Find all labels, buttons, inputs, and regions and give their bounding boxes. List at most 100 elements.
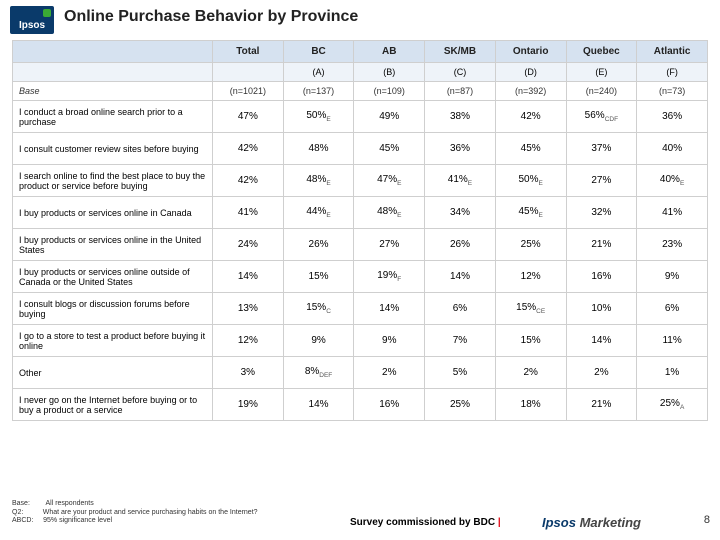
col-ontario: Ontario (495, 41, 566, 63)
data-cell: 27% (354, 229, 425, 261)
data-cell: 2% (495, 357, 566, 389)
logo-accent (43, 9, 51, 17)
table-row: I conduct a broad online search prior to… (13, 101, 708, 133)
letter-row: (A) (B) (C) (D) (E) (F) (13, 63, 708, 82)
data-cell: 2% (354, 357, 425, 389)
data-cell: 34% (425, 197, 496, 229)
data-cell: 41% (637, 197, 708, 229)
data-cell: 13% (213, 293, 284, 325)
data-cell: 32% (566, 197, 637, 229)
data-cell: 42% (495, 101, 566, 133)
data-cell: 16% (566, 261, 637, 293)
data-cell: 15%C (283, 293, 354, 325)
page-number: 8 (704, 514, 710, 526)
header-row: Total BC AB SK/MB Ontario Quebec Atlanti… (13, 41, 708, 63)
data-cell: 9% (283, 325, 354, 357)
row-label: I never go on the Internet before buying… (13, 389, 213, 421)
footnotes: Base: All respondents Q2: What are your … (12, 500, 258, 526)
data-cell: 48% (283, 133, 354, 165)
base-label: Base (13, 82, 213, 101)
page-title: Online Purchase Behavior by Province (64, 8, 358, 26)
row-label: I consult blogs or discussion forums bef… (13, 293, 213, 325)
data-cell: 6% (425, 293, 496, 325)
data-cell: 2% (566, 357, 637, 389)
data-cell: 40%E (637, 165, 708, 197)
data-cell: 11% (637, 325, 708, 357)
data-cell: 42% (213, 133, 284, 165)
data-cell: 19% (213, 389, 284, 421)
table-row: I consult blogs or discussion forums bef… (13, 293, 708, 325)
col-ab: AB (354, 41, 425, 63)
data-cell: 36% (637, 101, 708, 133)
data-cell: 21% (566, 229, 637, 261)
data-cell: 41% (213, 197, 284, 229)
data-cell: 42% (213, 165, 284, 197)
data-cell: 9% (637, 261, 708, 293)
data-cell: 7% (425, 325, 496, 357)
data-cell: 40% (637, 133, 708, 165)
table-row: I go to a store to test a product before… (13, 325, 708, 357)
data-cell: 38% (425, 101, 496, 133)
ipsos-logo: Ipsos (10, 6, 54, 34)
data-cell: 26% (425, 229, 496, 261)
survey-credit: Survey commissioned by BDC | (350, 517, 501, 528)
data-cell: 15%CE (495, 293, 566, 325)
table-row: I consult customer review sites before b… (13, 133, 708, 165)
data-cell: 5% (425, 357, 496, 389)
row-label: I consult customer review sites before b… (13, 133, 213, 165)
data-cell: 25% (495, 229, 566, 261)
data-cell: 25%A (637, 389, 708, 421)
data-cell: 18% (495, 389, 566, 421)
data-cell: 16% (354, 389, 425, 421)
data-cell: 45% (354, 133, 425, 165)
data-cell: 48%E (283, 165, 354, 197)
table-row: I buy products or services online in the… (13, 229, 708, 261)
col-total: Total (213, 41, 284, 63)
data-cell: 14% (213, 261, 284, 293)
data-cell: 10% (566, 293, 637, 325)
data-cell: 15% (495, 325, 566, 357)
data-cell: 15% (283, 261, 354, 293)
data-cell: 48%E (354, 197, 425, 229)
data-cell: 50%E (283, 101, 354, 133)
data-cell: 25% (425, 389, 496, 421)
data-cell: 24% (213, 229, 284, 261)
row-label: I buy products or services online outsid… (13, 261, 213, 293)
row-label: I conduct a broad online search prior to… (13, 101, 213, 133)
header-blank (13, 41, 213, 63)
data-cell: 14% (283, 389, 354, 421)
data-cell: 36% (425, 133, 496, 165)
col-skmb: SK/MB (425, 41, 496, 63)
row-label: I search online to find the best place t… (13, 165, 213, 197)
row-label: I buy products or services online in the… (13, 229, 213, 261)
table-row: I never go on the Internet before buying… (13, 389, 708, 421)
data-cell: 6% (637, 293, 708, 325)
data-cell: 12% (213, 325, 284, 357)
data-cell: 9% (354, 325, 425, 357)
data-cell: 1% (637, 357, 708, 389)
table-row: Other3%8%DEF2%5%2%2%1% (13, 357, 708, 389)
data-cell: 47% (213, 101, 284, 133)
col-atlantic: Atlantic (637, 41, 708, 63)
data-cell: 14% (425, 261, 496, 293)
data-cell: 21% (566, 389, 637, 421)
col-bc: BC (283, 41, 354, 63)
data-cell: 19%F (354, 261, 425, 293)
data-cell: 41%E (425, 165, 496, 197)
base-row: Base (n=1021) (n=137) (n=109) (n=87) (n=… (13, 82, 708, 101)
data-table: Total BC AB SK/MB Ontario Quebec Atlanti… (12, 40, 708, 421)
row-label: I go to a store to test a product before… (13, 325, 213, 357)
data-cell: 47%E (354, 165, 425, 197)
table-row: I buy products or services online in Can… (13, 197, 708, 229)
data-cell: 26% (283, 229, 354, 261)
data-cell: 23% (637, 229, 708, 261)
data-cell: 27% (566, 165, 637, 197)
data-cell: 50%E (495, 165, 566, 197)
data-cell: 45% (495, 133, 566, 165)
row-label: Other (13, 357, 213, 389)
data-cell: 37% (566, 133, 637, 165)
ipsos-marketing-logo: Ipsos Marketing (542, 515, 641, 530)
data-cell: 45%E (495, 197, 566, 229)
table-row: I search online to find the best place t… (13, 165, 708, 197)
data-cell: 49% (354, 101, 425, 133)
